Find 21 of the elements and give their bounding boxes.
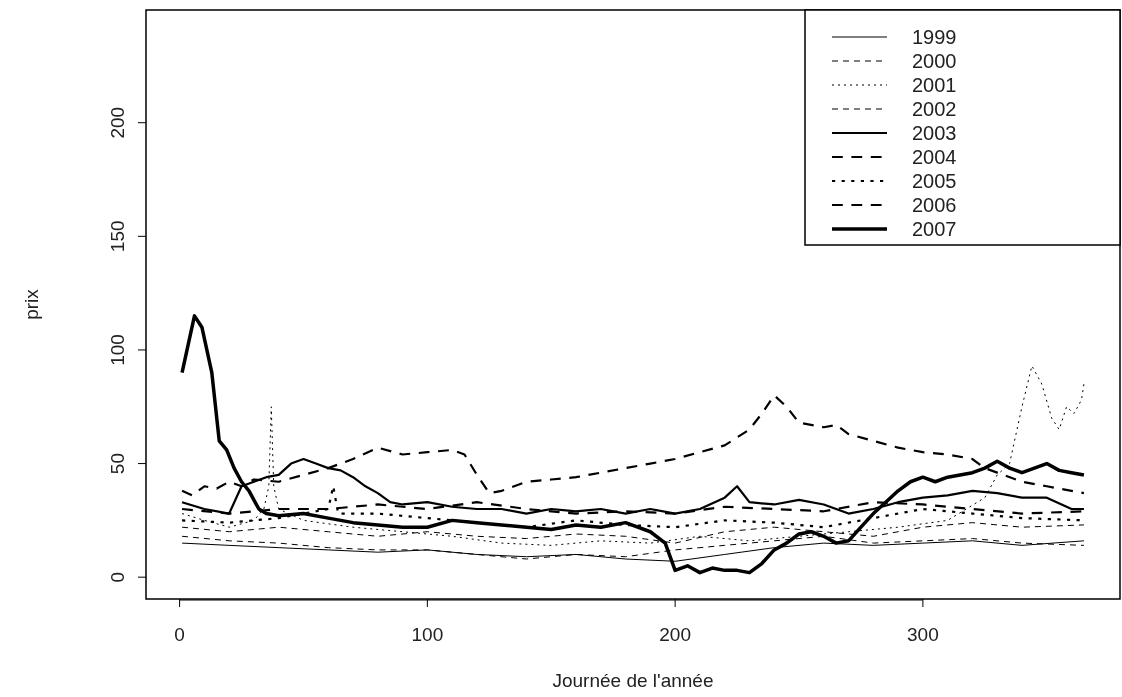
legend-label: 2004 <box>912 146 957 168</box>
legend-label: 2003 <box>912 122 957 144</box>
x-tick-label: 300 <box>907 624 939 645</box>
y-tick-label: 200 <box>107 106 128 139</box>
y-tick-label: 100 <box>107 334 128 366</box>
x-tick-label: 0 <box>174 624 185 645</box>
x-tick-label: 100 <box>411 624 444 645</box>
legend-label: 2001 <box>912 74 957 96</box>
legend-label: 2007 <box>912 218 957 240</box>
legend-label: 2002 <box>912 98 957 120</box>
y-tick-label: 0 <box>107 571 128 583</box>
x-tick-label: 200 <box>659 624 691 645</box>
x-axis-title: Journée de l'année <box>552 670 714 691</box>
legend-label: 2005 <box>912 170 957 192</box>
y-tick-label: 50 <box>107 453 128 475</box>
y-axis-title: prix <box>21 288 42 320</box>
line-series <box>180 314 1086 575</box>
y-tick-label: 150 <box>107 220 128 253</box>
legend-label: 2000 <box>912 50 957 72</box>
legend-label: 1999 <box>912 26 957 48</box>
legend-label: 2006 <box>912 194 957 216</box>
